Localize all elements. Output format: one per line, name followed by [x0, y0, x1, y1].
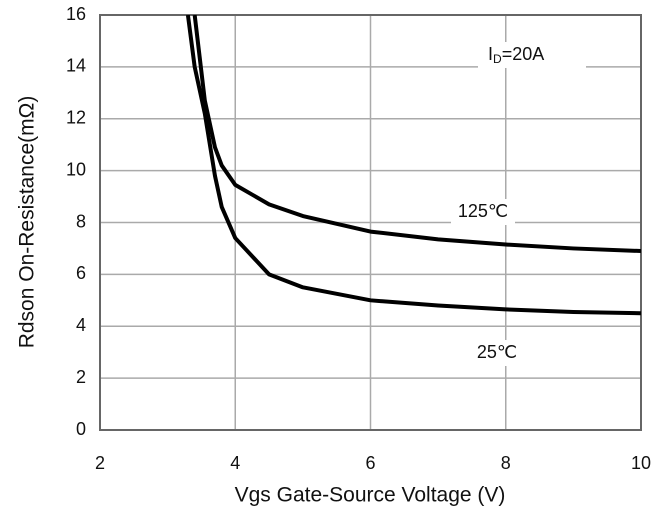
y-tick-label: 12 [66, 108, 86, 128]
annotation-main: I [488, 44, 493, 64]
line [185, 15, 641, 316]
x-tick-label: 2 [95, 453, 105, 473]
annotation-bg [478, 42, 586, 68]
plot-frame [99, 14, 642, 431]
x-tick-label: 6 [365, 453, 375, 473]
annotation: ID=20A [488, 44, 544, 66]
y-tick-label: 10 [66, 159, 86, 179]
y-tick-label: 14 [66, 56, 86, 76]
line [192, 15, 641, 254]
y-tick-label: 8 [76, 211, 86, 231]
series-label: 125℃ [458, 201, 508, 221]
y-tick-label: 6 [76, 263, 86, 283]
x-axis-label: Vgs Gate-Source Voltage (V) [235, 484, 506, 507]
y-tick-label: 2 [76, 367, 86, 387]
y-tick-label: 0 [76, 419, 86, 439]
series-label: 25℃ [477, 342, 517, 362]
annotation-sub: D [493, 52, 502, 66]
x-tick-label: 10 [631, 453, 651, 473]
label-bg [465, 340, 529, 366]
y-tick-label: 16 [66, 4, 86, 24]
annotation-rest: =20A [502, 44, 545, 64]
x-tick-label: 4 [230, 453, 240, 473]
x-tick-label: 8 [501, 453, 511, 473]
y-axis-label: Rdson On-Resistance(mΩ) [16, 96, 39, 349]
label-bg [451, 199, 515, 225]
y-tick-label: 4 [76, 315, 86, 335]
